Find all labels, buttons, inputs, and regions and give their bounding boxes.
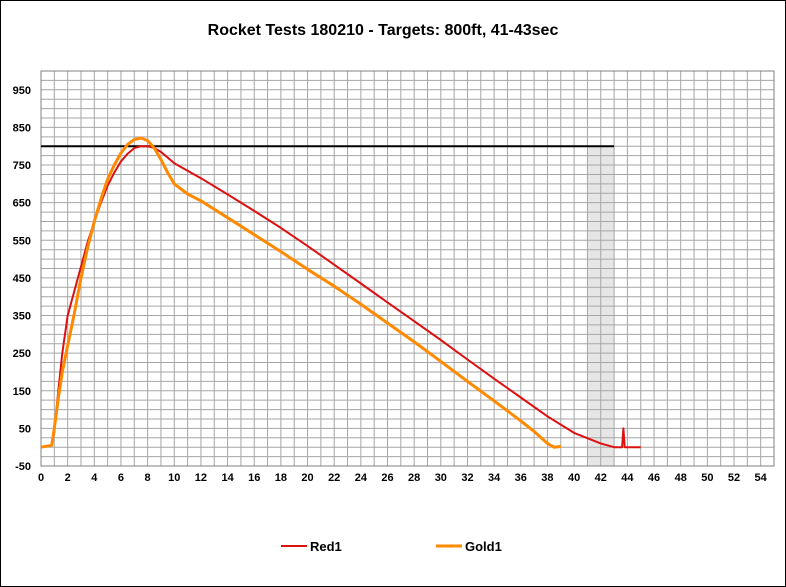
x-tick-label: 22 [328,472,340,484]
y-tick-label: 50 [19,423,31,435]
series-group [40,136,641,449]
x-tick-label: 2 [65,472,71,484]
x-tick-label: 34 [488,472,501,484]
chart-title: Rocket Tests 180210 - Targets: 800ft, 41… [208,22,559,39]
x-tick-label: 20 [301,472,313,484]
series-line-red1 [40,145,641,449]
y-tick-label: 550 [13,235,31,247]
x-tick-label: 48 [675,472,687,484]
y-axis-ticks: -50 50 150 250 350 450 550 650 750 850 950 [13,85,31,473]
x-tick-label: 10 [168,472,180,484]
x-tick-label: 26 [381,472,393,484]
x-tick-label: 24 [355,472,368,484]
x-tick-label: 18 [275,472,287,484]
legend-item-red1: Red1 [281,539,342,554]
x-tick-label: 52 [728,472,740,484]
y-tick-label: 750 [13,160,31,172]
x-axis-ticks: 0 2 4 6 8 10 12 14 16 18 20 22 24 26 28 30 32 34 36 38 40 42 4… [38,472,768,484]
grid [41,71,774,466]
x-tick-label: 12 [195,472,207,484]
y-tick-label: 450 [13,273,31,285]
x-tick-label: 0 [38,472,44,484]
y-tick-label: 850 [13,122,31,134]
plot-border [40,70,775,467]
x-tick-label: 42 [595,472,607,484]
y-tick-label: 250 [13,348,31,360]
y-tick-label: 150 [13,386,31,398]
x-tick-label: 14 [221,472,234,484]
legend-label: Gold1 [465,539,502,554]
x-tick-label: 54 [755,472,768,484]
legend: Red1 Gold1 [281,539,502,554]
y-tick-label: 950 [13,85,31,97]
y-tick-label: 350 [13,311,31,323]
x-tick-label: 38 [541,472,553,484]
x-tick-label: 36 [515,472,527,484]
x-tick-label: 32 [461,472,473,484]
x-tick-label: 16 [248,472,260,484]
legend-label: Red1 [310,539,342,554]
legend-item-gold1: Gold1 [436,539,502,554]
x-tick-label: 50 [701,472,713,484]
x-tick-label: 44 [621,472,634,484]
x-tick-label: 4 [91,472,98,484]
x-tick-label: 28 [408,472,420,484]
series-line-gold1 [40,136,561,449]
y-tick-label: -50 [15,461,31,473]
x-tick-label: 30 [435,472,447,484]
y-tick-label: 650 [13,198,31,210]
x-tick-label: 40 [568,472,580,484]
x-tick-label: 8 [145,472,151,484]
x-tick-label: 46 [648,472,660,484]
x-tick-label: 6 [118,472,124,484]
